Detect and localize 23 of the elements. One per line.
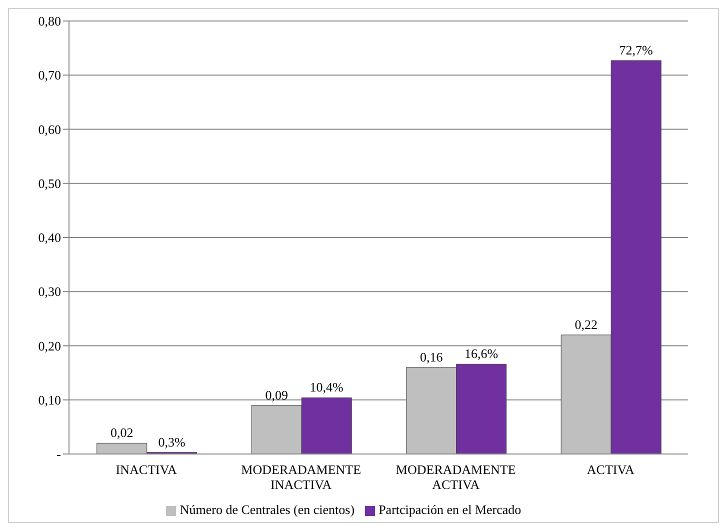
data-label: 0,22 xyxy=(574,316,598,332)
y-tick-label: 0,40 xyxy=(38,230,61,246)
x-tick-label: MODERADAMENTE INACTIVA xyxy=(241,462,362,492)
data-label: 0,09 xyxy=(265,387,288,402)
y-tick-label: 0,80 xyxy=(38,14,61,29)
y-tick-label: 0,70 xyxy=(38,68,61,83)
x-tick-label: MODERADAMENTE ACTIVA xyxy=(396,462,516,492)
data-label: 0,02 xyxy=(110,425,134,440)
data-label: 16,6% xyxy=(464,346,498,362)
x-tick-label: INACTIVA xyxy=(116,462,178,477)
legend-label: Número de Centrales (en cientos) xyxy=(180,502,355,517)
data-label: 72,7% xyxy=(619,42,654,58)
data-label: 0,3% xyxy=(158,434,186,450)
y-tick-label: 0,30 xyxy=(38,284,61,300)
y-tick-label: 0,20 xyxy=(38,338,61,354)
data-label: 0,16 xyxy=(420,349,444,364)
y-tick-label: 0,10 xyxy=(38,392,61,408)
legend-label: Partcipación en el Mercado xyxy=(378,502,522,517)
y-tick-label: 0,50 xyxy=(38,176,61,191)
data-label: 10,4% xyxy=(310,380,344,395)
x-tick-label: ACTIVA xyxy=(586,462,635,477)
y-tick-label: 0,60 xyxy=(38,122,61,137)
y-tick-label: - xyxy=(56,446,61,462)
